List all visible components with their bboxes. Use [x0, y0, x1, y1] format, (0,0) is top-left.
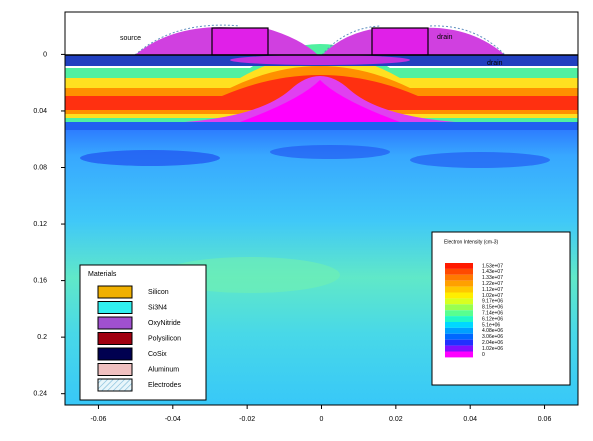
- colorbar-swatch: [445, 269, 473, 275]
- colorbar-swatch: [445, 310, 473, 316]
- annotation: drain: [487, 60, 503, 67]
- colorbar-title: Electron Intensity (cm-3): [444, 239, 499, 245]
- legend-label: Electrodes: [148, 382, 182, 389]
- y-tick-label: 0.16: [33, 277, 47, 284]
- legend-label: CoSix: [148, 351, 167, 358]
- annotation: source: [120, 35, 141, 42]
- x-tick-label: 0.02: [389, 416, 403, 423]
- colorbar-swatch: [445, 346, 473, 352]
- legend-swatch: [98, 348, 132, 360]
- y-tick-label: 0.04: [33, 108, 47, 115]
- chart: Materials Electron Intensity (cm-3) -0.0…: [0, 0, 593, 441]
- x-tick-label: -0.04: [165, 416, 181, 423]
- legend-label: Si3N4: [148, 304, 167, 311]
- x-tick-label: 0.04: [463, 416, 477, 423]
- y-tick-label: 0.12: [33, 221, 47, 228]
- legend-title: Materials: [88, 271, 117, 278]
- colorbar-swatch: [445, 293, 473, 299]
- legend-label: Silicon: [148, 289, 169, 296]
- legend-swatch: [98, 379, 132, 391]
- colorbar-swatch: [445, 287, 473, 293]
- colorbar-swatch: [445, 281, 473, 287]
- colorbar-label: 1.02e+06: [482, 346, 503, 352]
- colorbar-swatch: [445, 334, 473, 340]
- legend-label: Aluminum: [148, 366, 179, 373]
- colorbar-swatch: [445, 316, 473, 322]
- y-tick-label: 0.2: [37, 334, 47, 341]
- colorbar-label: 0: [482, 352, 485, 358]
- legend-swatch: [98, 364, 132, 376]
- colorbar-swatch: [445, 340, 473, 346]
- legend-swatch: [98, 302, 132, 314]
- y-tick-label: 0.08: [33, 164, 47, 171]
- x-tick-label: 0.06: [538, 416, 552, 423]
- legend-label: Polysilicon: [148, 335, 181, 342]
- x-tick-label: -0.02: [239, 416, 255, 423]
- y-tick-label: 0.24: [33, 391, 47, 398]
- x-tick-label: -0.06: [90, 416, 106, 423]
- legend-swatch: [98, 317, 132, 329]
- colorbar-swatch: [445, 322, 473, 328]
- colorbar-swatch: [445, 328, 473, 334]
- colorbar-swatch: [445, 263, 473, 269]
- colorbar-swatch: [445, 352, 473, 358]
- legend-swatch: [98, 333, 132, 345]
- colorbar-swatch: [445, 304, 473, 310]
- legend-swatch: [98, 286, 132, 298]
- colorbar-swatch: [445, 275, 473, 281]
- legend-label: OxyNitride: [148, 320, 181, 327]
- x-tick-label: 0: [320, 416, 324, 423]
- colorbar-swatch: [445, 298, 473, 304]
- y-tick-label: 0: [43, 51, 47, 58]
- annotation: drain: [437, 34, 453, 41]
